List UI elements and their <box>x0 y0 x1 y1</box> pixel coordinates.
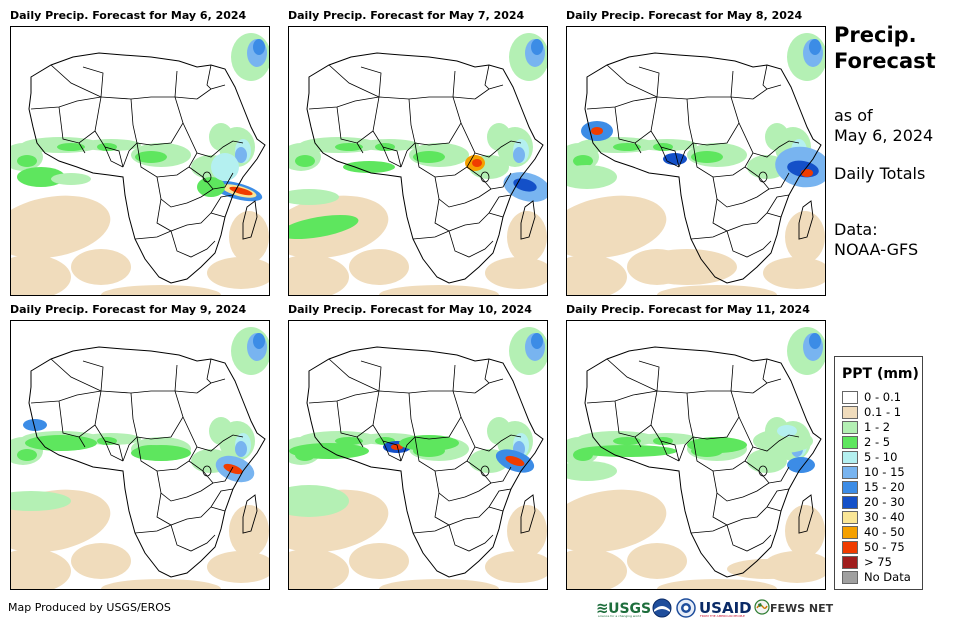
precip-field <box>289 327 547 589</box>
madagascar-outline <box>798 494 814 534</box>
legend-label: 5 - 10 <box>864 450 898 464</box>
legend-label: > 75 <box>864 555 892 569</box>
legend-swatch <box>842 451 858 464</box>
side-info: Precip. Forecast as of May 6, 2024 Daily… <box>834 22 964 260</box>
usaid-logo-text: USAID <box>699 599 752 617</box>
country-borders <box>586 358 800 552</box>
precip-field <box>567 327 825 589</box>
legend-swatch <box>842 526 858 539</box>
precip-field <box>289 33 547 295</box>
legend-title: PPT (mm) <box>842 366 919 382</box>
legend-label: 2 - 5 <box>864 435 891 449</box>
panel-title: Daily Precip. Forecast for May 8, 2024 <box>566 9 803 22</box>
legend-label: 15 - 20 <box>864 480 905 494</box>
africa-map-svg <box>289 327 547 589</box>
lake-victoria-outline <box>480 465 490 477</box>
precip-map[interactable] <box>566 320 826 590</box>
main-title-line1: Precip. <box>834 23 917 47</box>
coastline <box>28 52 266 284</box>
legend-label: 0 - 0.1 <box>864 390 902 404</box>
usaid-logo: USAID FROM THE AMERICAN PEOPLE <box>699 598 755 618</box>
usgs-tagline: science for a changing world <box>598 614 642 618</box>
panel-title: Daily Precip. Forecast for May 11, 2024 <box>566 303 810 316</box>
data-source: NOAA-GFS <box>834 240 919 259</box>
legend-label: 30 - 40 <box>864 510 905 524</box>
coastline <box>28 346 266 578</box>
country-borders <box>30 64 244 258</box>
totals-label: Daily Totals <box>834 164 926 183</box>
lake-victoria-outline <box>480 171 490 183</box>
legend-label: 1 - 2 <box>864 420 891 434</box>
africa-map-svg <box>11 327 269 589</box>
legend-swatch <box>842 496 858 509</box>
panel-title: Daily Precip. Forecast for May 9, 2024 <box>10 303 247 316</box>
lake-victoria-outline <box>202 171 212 183</box>
madagascar-outline <box>798 200 814 240</box>
coastline <box>584 52 822 284</box>
coastline <box>306 346 544 578</box>
lake-victoria-outline <box>758 465 768 477</box>
asof-line1: as of <box>834 106 873 125</box>
fewsnet-logo: FEWS NET <box>754 598 833 619</box>
panel-title: Daily Precip. Forecast for May 10, 2024 <box>288 303 532 316</box>
panel-title: Daily Precip. Forecast for May 7, 2024 <box>288 9 525 22</box>
africa-map-svg <box>11 33 269 295</box>
asof-line2: May 6, 2024 <box>834 126 934 145</box>
agency-logos: ≋USGS science for a changing world USAID… <box>596 598 836 618</box>
commerce-seal-icon <box>676 598 696 622</box>
country-borders <box>308 358 522 552</box>
coastline <box>306 52 544 284</box>
legend-swatch <box>842 436 858 449</box>
fewsnet-globe-icon <box>754 598 770 619</box>
legend-swatch <box>842 511 858 524</box>
legend-label: 10 - 15 <box>864 465 905 479</box>
legend-swatch <box>842 421 858 434</box>
africa-map-svg <box>289 33 547 295</box>
precip-map[interactable] <box>288 320 548 590</box>
precip-map[interactable] <box>10 26 270 296</box>
lake-victoria-outline <box>758 171 768 183</box>
madagascar-outline <box>242 200 258 240</box>
madagascar-outline <box>242 494 258 534</box>
legend-label: 50 - 75 <box>864 540 905 554</box>
legend-swatch <box>842 481 858 494</box>
country-borders <box>586 64 800 258</box>
africa-map-svg <box>567 327 825 589</box>
legend-swatch <box>842 406 858 419</box>
legend-swatch <box>842 541 858 554</box>
precip-map[interactable] <box>566 26 826 296</box>
legend-swatch <box>842 466 858 479</box>
usgs-logo: ≋USGS science for a changing world <box>596 599 652 618</box>
precip-field <box>567 33 825 295</box>
legend-label: 40 - 50 <box>864 525 905 539</box>
panel-title: Daily Precip. Forecast for May 6, 2024 <box>10 9 247 22</box>
data-label: Data: <box>834 220 878 239</box>
legend-label: 20 - 30 <box>864 495 905 509</box>
precip-field <box>11 33 269 295</box>
country-borders <box>308 64 522 258</box>
coastline <box>584 346 822 578</box>
main-title-line2: Forecast <box>834 49 936 73</box>
madagascar-outline <box>520 494 536 534</box>
fewsnet-logo-text: FEWS NET <box>770 602 834 615</box>
legend-label: No Data <box>864 570 911 584</box>
usaid-tagline: FROM THE AMERICAN PEOPLE <box>700 614 745 618</box>
legend-label: 0.1 - 1 <box>864 405 902 419</box>
precip-map[interactable] <box>10 320 270 590</box>
legend-swatch <box>842 571 858 584</box>
legend-swatch <box>842 391 858 404</box>
madagascar-outline <box>520 200 536 240</box>
usgs-logo-text: USGS <box>608 601 652 617</box>
noaa-logo-icon <box>652 598 672 622</box>
legend-swatch <box>842 556 858 569</box>
country-borders <box>30 358 244 552</box>
lake-victoria-outline <box>202 465 212 477</box>
precip-map[interactable] <box>288 26 548 296</box>
africa-map-svg <box>567 33 825 295</box>
precip-field <box>11 327 269 589</box>
credit-text: Map Produced by USGS/EROS <box>8 601 171 614</box>
